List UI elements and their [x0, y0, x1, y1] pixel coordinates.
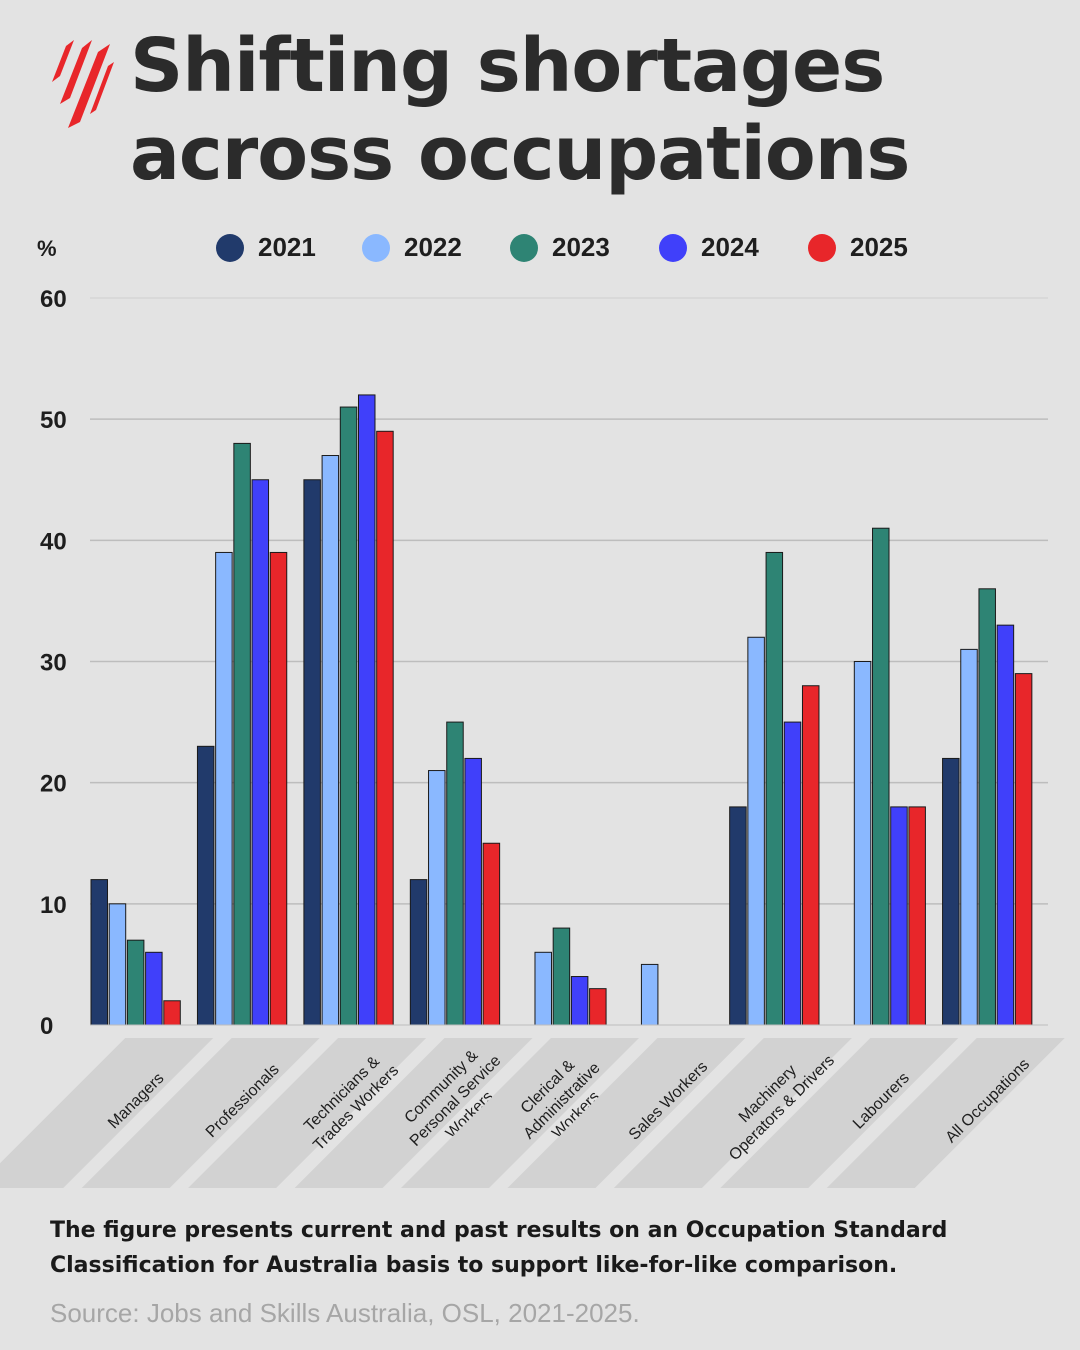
bar-2025	[589, 988, 607, 1026]
bar-2022	[640, 963, 659, 1026]
bar-2025	[482, 842, 501, 1026]
legend-item-2021: 2021	[216, 232, 316, 263]
bar-2025	[269, 551, 288, 1026]
bar-2022	[747, 636, 765, 1026]
bar-2023	[446, 721, 464, 1026]
bar-2023	[233, 442, 251, 1026]
bar-2022	[108, 903, 127, 1026]
bar-2025	[801, 685, 820, 1026]
bar-2023	[978, 588, 996, 1026]
bar-2022	[321, 455, 340, 1026]
chart-caption: The figure presents current and past res…	[50, 1218, 948, 1278]
bar-2021	[90, 879, 108, 1026]
bar-2023	[126, 939, 145, 1026]
bar-2025	[376, 430, 394, 1026]
legend-swatch	[659, 233, 687, 262]
bar-2025	[908, 806, 926, 1026]
title-line-1: Shifting shortages	[130, 23, 885, 109]
legend-item-2023: 2023	[510, 232, 610, 263]
bar-2024	[996, 624, 1015, 1026]
legend-item-2022: 2022	[362, 232, 462, 263]
bar-2024	[890, 806, 908, 1026]
y-tick-label: 40	[40, 528, 67, 555]
category-label-band	[826, 1038, 1065, 1188]
legend-swatch	[362, 233, 390, 262]
category-label-band	[401, 1038, 639, 1188]
legend-label: 2025	[850, 232, 908, 262]
legend-label: 2022	[404, 232, 462, 262]
bar-2022	[428, 770, 446, 1026]
legend-label: 2024	[701, 232, 759, 262]
bar-2023	[872, 527, 890, 1026]
bar-2025	[1014, 673, 1033, 1026]
bar-2023	[765, 551, 784, 1026]
category-label-band	[81, 1038, 320, 1188]
bar-2022	[960, 648, 978, 1026]
category-label-band	[507, 1038, 746, 1188]
bar-2023	[339, 406, 358, 1026]
source-note: Source: Jobs and Skills Australia, OSL, …	[50, 1298, 640, 1328]
bar-2024	[145, 951, 163, 1026]
legend-swatch	[510, 233, 538, 262]
sbs-logo-icon	[52, 40, 114, 128]
title-line-2: across occupations	[130, 111, 910, 197]
y-tick-label: 30	[40, 650, 67, 677]
bar-2021	[729, 806, 747, 1026]
bar-2021	[942, 757, 960, 1026]
bar-2022	[853, 661, 872, 1026]
bar-2024	[357, 394, 376, 1026]
bar-2021	[196, 745, 215, 1026]
y-tick-label: 0	[40, 1013, 53, 1040]
bar-2021	[409, 879, 428, 1026]
category-label-band	[720, 1038, 959, 1188]
category-label-band	[294, 1038, 533, 1188]
bar-2024	[783, 721, 802, 1026]
y-tick-label: 20	[40, 771, 67, 798]
bar-2023	[552, 927, 571, 1026]
legend-swatch	[808, 233, 836, 262]
legend-label: 2023	[552, 232, 610, 262]
y-tick-label: 50	[40, 407, 67, 434]
bar-2024	[570, 976, 589, 1026]
legend-item-2024: 2024	[659, 232, 759, 263]
bar-2021	[303, 479, 321, 1026]
bar-2022	[534, 951, 552, 1026]
y-tick-label: 60	[40, 286, 67, 313]
y-axis-unit-label: %	[37, 236, 57, 261]
bar-2024	[251, 479, 270, 1026]
bar-2022	[215, 551, 233, 1026]
bar-2024	[464, 757, 482, 1026]
y-tick-label: 10	[40, 892, 67, 919]
legend-swatch	[216, 233, 244, 262]
legend-label: 2021	[258, 232, 316, 262]
category-label-band	[613, 1038, 852, 1188]
legend-item-2025: 2025	[808, 232, 908, 263]
page-title: Shifting shortages across occupations	[130, 22, 1050, 198]
category-label-band	[0, 1038, 214, 1188]
bar-2025	[163, 1000, 181, 1026]
category-label-band	[188, 1038, 427, 1188]
